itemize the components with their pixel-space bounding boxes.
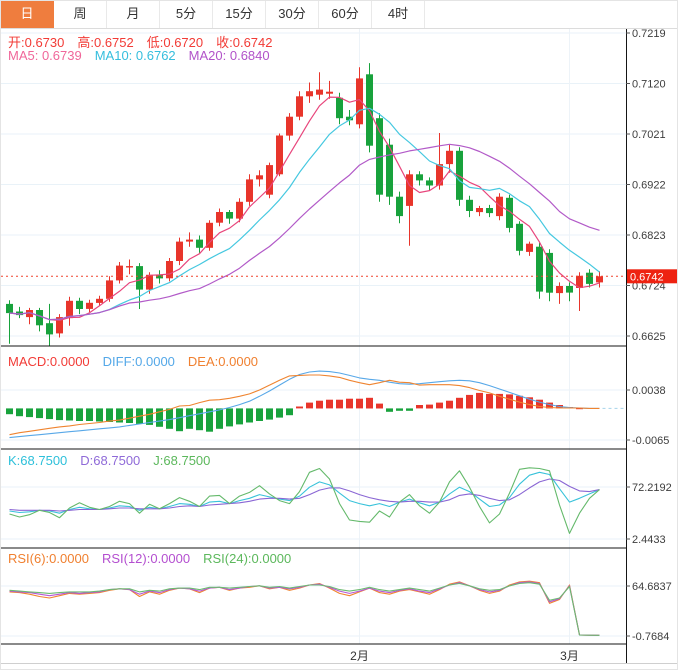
ma5-value: MA5: 0.6739 xyxy=(8,48,82,63)
macd-histogram xyxy=(6,392,583,432)
tab-60分[interactable]: 60分 xyxy=(319,1,372,28)
low-value: 低:0.6720 xyxy=(146,35,204,50)
ohlc-legend: 开:0.6730 高:0.6752 低:0.6720 收:0.6742 xyxy=(8,32,286,51)
tab-15分[interactable]: 15分 xyxy=(213,1,266,28)
tab-4时[interactable]: 4时 xyxy=(372,1,425,28)
svg-text:-0.0065: -0.0065 xyxy=(632,435,669,447)
dea-value: DEA:0.0000 xyxy=(187,354,259,369)
kdj-j-line xyxy=(9,467,600,534)
svg-text:0.6922: 0.6922 xyxy=(632,180,666,192)
svg-text:72.2192: 72.2192 xyxy=(632,482,672,494)
ma20-line xyxy=(9,143,600,321)
svg-text:0.7021: 0.7021 xyxy=(632,129,666,141)
ma20-value: MA20: 0.6840 xyxy=(188,48,270,63)
price-axis-labels: 0.7219 0.7120 0.7021 0.6922 0.6823 0.6724 0.66… xyxy=(626,28,672,643)
svg-text:0.6724: 0.6724 xyxy=(632,281,666,293)
rsi24-line xyxy=(9,582,600,636)
current-price-marker: 0.6742 xyxy=(1,269,677,284)
svg-text:0.6625: 0.6625 xyxy=(632,331,666,343)
kdj-d-line xyxy=(9,478,600,512)
d-value: D:68.7500 xyxy=(80,453,141,468)
svg-text:0.6742: 0.6742 xyxy=(630,271,664,283)
j-value: J:68.7500 xyxy=(153,453,211,468)
current-price-tag xyxy=(627,269,677,284)
svg-text:0.7219: 0.7219 xyxy=(632,28,666,40)
k-value: K:68.7500 xyxy=(8,453,68,468)
rsi12-line xyxy=(9,581,600,636)
timeframe-tabbar: 日周月 5分 15分 30分 60分 4时 xyxy=(1,1,677,29)
kdj-legend: K:68.7500 D:68.7500 J:68.7500 xyxy=(8,453,223,468)
svg-text:2月: 2月 xyxy=(350,649,369,663)
svg-text:-0.7684: -0.7684 xyxy=(632,631,669,643)
macd-value: MACD:0.0000 xyxy=(8,354,90,369)
svg-text:0.6823: 0.6823 xyxy=(632,230,666,242)
tab-30分[interactable]: 30分 xyxy=(266,1,319,28)
rsi6-line xyxy=(9,580,600,636)
ma-legend: MA5: 0.6739 MA10: 0.6762 MA20: 0.6840 xyxy=(8,48,283,63)
svg-text:0.0038: 0.0038 xyxy=(632,385,666,397)
rsi12-value: RSI(12):0.0000 xyxy=(101,551,191,566)
high-value: 高:0.6752 xyxy=(77,35,134,50)
diff-value: DIFF:0.0000 xyxy=(102,354,175,369)
panel-separators xyxy=(1,28,677,664)
rsi-legend: RSI(6):0.0000 RSI(12):0.0000 RSI(24):0.000… xyxy=(8,551,304,566)
svg-text:0.7120: 0.7120 xyxy=(632,79,666,91)
dea-line xyxy=(9,374,600,436)
ma10-value: MA10: 0.6762 xyxy=(94,48,176,63)
diff-line xyxy=(9,370,600,439)
x-axis-labels: 2月 3月 xyxy=(350,649,579,663)
ma5-line xyxy=(9,96,600,321)
rsi6-value: RSI(6):0.0000 xyxy=(8,551,89,566)
open-value: 开:0.6730 xyxy=(8,35,65,50)
kdj-k-line xyxy=(9,471,600,514)
macd-legend: MACD:0.0000 DIFF:0.0000 DEA:0.0000 xyxy=(8,354,271,369)
tab-月[interactable]: 月 xyxy=(107,1,160,28)
rsi24-value: RSI(24):0.0000 xyxy=(203,551,292,566)
svg-text:2.4433: 2.4433 xyxy=(632,534,666,546)
tab-周[interactable]: 周 xyxy=(54,1,107,28)
close-value: 收:0.6742 xyxy=(216,35,273,50)
candlestick-series xyxy=(6,63,603,347)
gridlines xyxy=(1,29,626,644)
svg-text:64.6837: 64.6837 xyxy=(632,581,672,593)
tab-日[interactable]: 日 xyxy=(1,1,54,28)
tab-5分[interactable]: 5分 xyxy=(160,1,213,28)
svg-text:3月: 3月 xyxy=(560,649,579,663)
